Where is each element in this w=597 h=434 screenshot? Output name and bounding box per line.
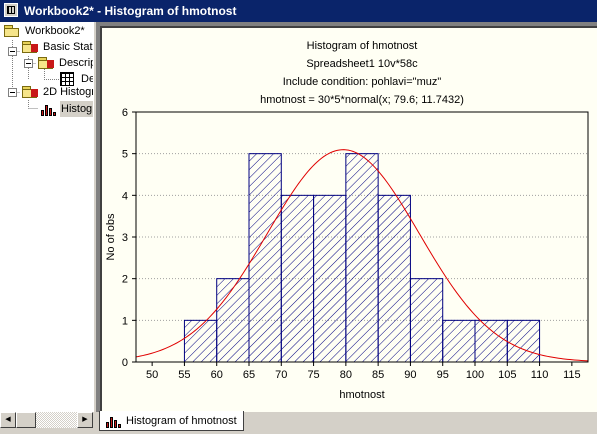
tree-item-descriptives[interactable]: Descrip bbox=[38, 55, 93, 71]
tab-label: Histogram of hmotnost bbox=[126, 415, 237, 427]
tree-item-label: 2D Histogr bbox=[43, 86, 93, 98]
histogram-bar bbox=[280, 194, 315, 363]
tree-item-descriptives-table[interactable]: De bbox=[60, 71, 93, 87]
y-tick-label: 6 bbox=[122, 107, 128, 119]
x-tick-label: 55 bbox=[178, 369, 190, 381]
histogram-bar bbox=[313, 194, 347, 363]
document-tab-bar: Histogram of hmotnost bbox=[97, 411, 597, 434]
folder-icon bbox=[4, 25, 20, 37]
collapse-toggle[interactable] bbox=[8, 47, 17, 56]
x-tick-label: 80 bbox=[340, 369, 352, 381]
tree-item-label: De bbox=[81, 73, 93, 85]
histogram-bar bbox=[377, 194, 411, 363]
flagged-folder-icon bbox=[22, 86, 38, 98]
x-tick-label: 60 bbox=[211, 369, 223, 381]
scroll-right-button[interactable]: ▶ bbox=[77, 412, 93, 428]
y-tick-label: 1 bbox=[122, 315, 128, 327]
x-tick-label: 65 bbox=[243, 369, 255, 381]
normal-fit-curve bbox=[135, 149, 589, 362]
chart-subtitle-line: Spreadsheet1 10v*58c bbox=[306, 58, 418, 70]
x-tick-label: 100 bbox=[466, 369, 484, 381]
histogram-bar bbox=[183, 319, 218, 363]
flagged-folder-icon bbox=[38, 57, 54, 69]
x-tick-label: 115 bbox=[563, 369, 581, 381]
spreadsheet-icon bbox=[60, 72, 74, 86]
tab-histogram[interactable]: Histogram of hmotnost bbox=[99, 411, 244, 431]
tree-item-label: Descrip bbox=[59, 57, 93, 69]
x-tick-label: 70 bbox=[275, 369, 287, 381]
histogram-bar bbox=[442, 319, 476, 363]
title-bar[interactable]: Workbook2* - Histogram of hmotnost bbox=[0, 0, 597, 22]
histogram-bar bbox=[216, 278, 250, 363]
flagged-folder-icon bbox=[22, 41, 38, 53]
chart-title: Histogram of hmotnost bbox=[307, 40, 418, 52]
pane-splitter[interactable] bbox=[93, 22, 97, 412]
x-tick-label: 95 bbox=[437, 369, 449, 381]
x-tick-label: 105 bbox=[498, 369, 516, 381]
collapse-toggle[interactable] bbox=[8, 88, 17, 97]
y-tick-label: 4 bbox=[122, 190, 128, 202]
chart-subtitle-line: Include condition: pohlavi="muz" bbox=[283, 76, 442, 88]
tree-item-workbook[interactable]: Workbook2* bbox=[4, 23, 93, 39]
tree-item-label: Workbook2* bbox=[25, 25, 85, 37]
tree-item-label: Basic Stati bbox=[43, 41, 93, 53]
x-tick-label: 75 bbox=[307, 369, 319, 381]
histogram-bar bbox=[506, 319, 541, 363]
histogram-chart: Histogram of hmotnost Spreadsheet1 10v*58… bbox=[105, 40, 589, 401]
x-axis-label: hmotnost bbox=[339, 389, 384, 401]
x-tick-label: 90 bbox=[404, 369, 416, 381]
tree-item-label: Histog bbox=[60, 101, 93, 117]
x-tick-label: 50 bbox=[146, 369, 158, 381]
histogram-icon bbox=[40, 102, 56, 116]
histogram-icon bbox=[105, 414, 121, 428]
x-tick-label: 85 bbox=[372, 369, 384, 381]
workbook-tree[interactable]: Workbook2* Basic Stati Descrip De 2D His… bbox=[0, 22, 93, 412]
tree-horizontal-scrollbar[interactable]: ◀ ▶ bbox=[0, 412, 93, 429]
y-tick-label: 5 bbox=[122, 149, 128, 161]
y-tick-label: 3 bbox=[122, 232, 128, 244]
graph-pane[interactable]: Histogram of hmotnost Spreadsheet1 10v*58… bbox=[100, 26, 597, 412]
chart-window: Histogram of hmotnost Spreadsheet1 10v*58… bbox=[97, 22, 597, 412]
workbook-icon bbox=[4, 3, 18, 17]
x-tick-label: 110 bbox=[531, 369, 549, 381]
tree-item-2d-histograms[interactable]: 2D Histogr bbox=[22, 84, 93, 100]
y-axis-label: No of obs bbox=[105, 213, 117, 261]
histogram-bar bbox=[345, 153, 379, 363]
chart-subtitle-line: hmotnost = 30*5*normal(x; 79.6; 11.7432) bbox=[260, 94, 464, 106]
tree-item-histogram[interactable]: Histog bbox=[40, 101, 93, 117]
tree-item-basic-statistics[interactable]: Basic Stati bbox=[22, 39, 93, 55]
y-tick-label: 0 bbox=[122, 357, 128, 369]
y-tick-label: 2 bbox=[122, 274, 128, 286]
scrollbar-thumb[interactable] bbox=[16, 412, 36, 428]
collapse-toggle[interactable] bbox=[24, 59, 33, 68]
histogram-bar bbox=[474, 319, 508, 363]
scroll-left-button[interactable]: ◀ bbox=[0, 412, 16, 428]
window-title: Workbook2* - Histogram of hmotnost bbox=[24, 4, 237, 18]
histogram-bar bbox=[248, 153, 282, 363]
histogram-bar bbox=[409, 278, 444, 363]
